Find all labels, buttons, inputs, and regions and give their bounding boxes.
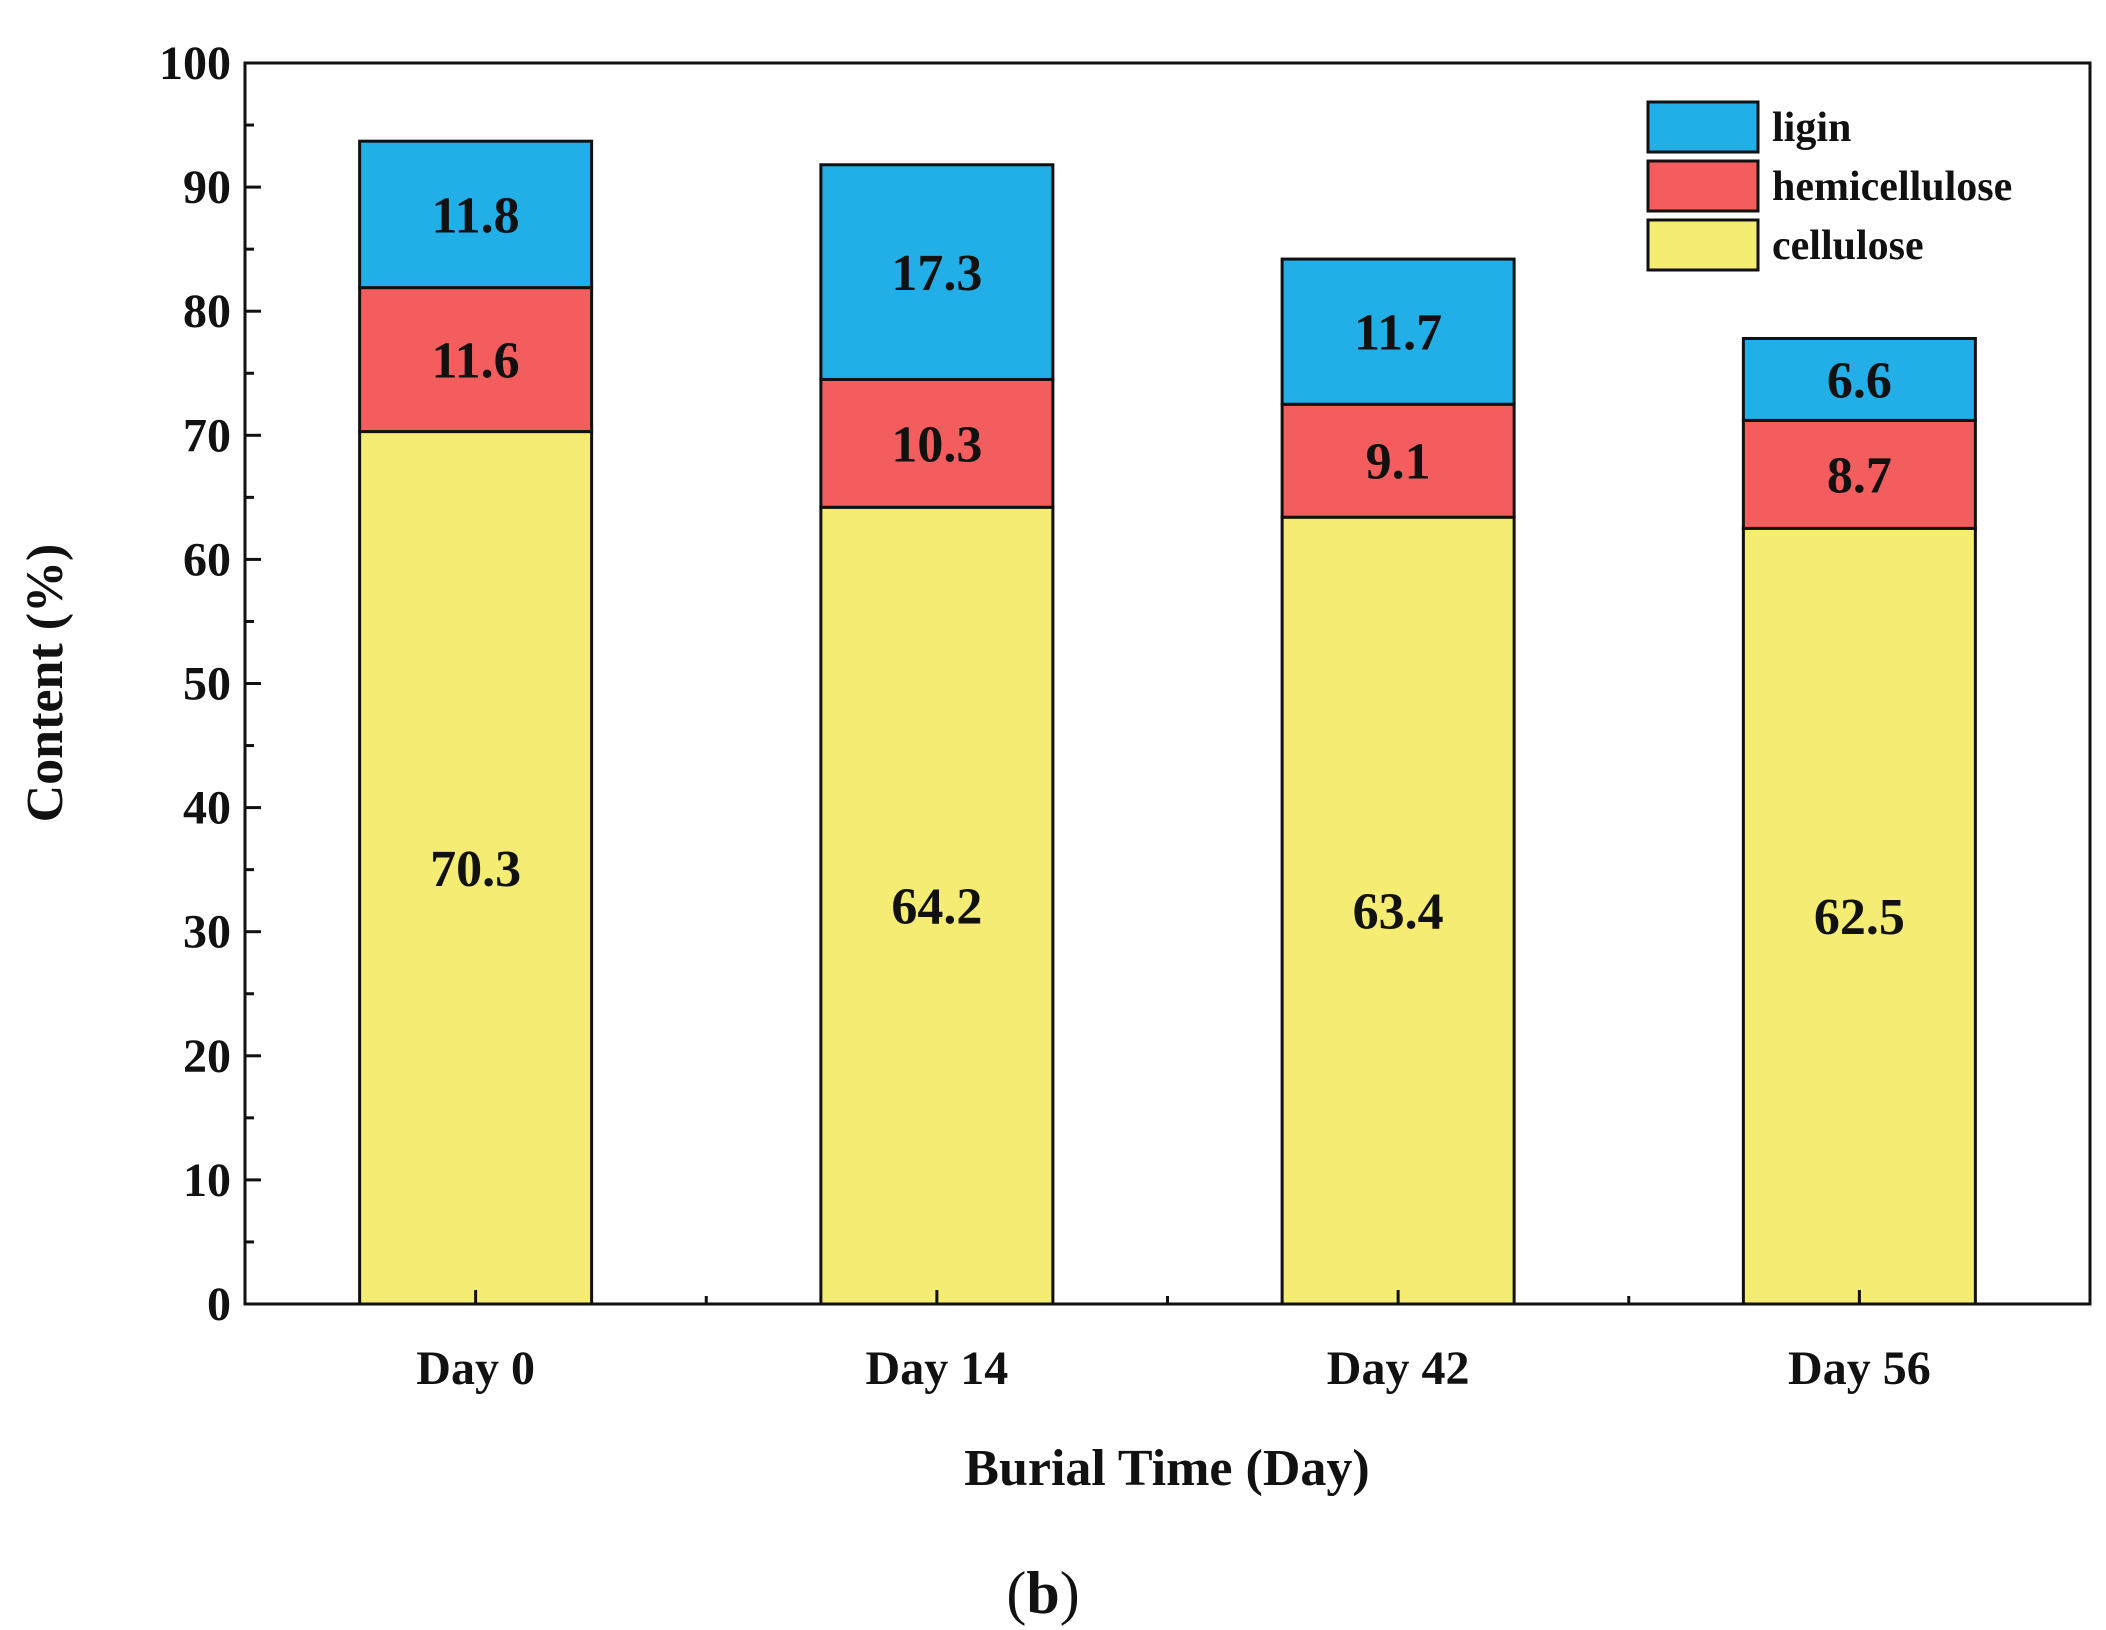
data-label-ligin: 11.7 — [1354, 305, 1442, 362]
data-label-ligin: 11.8 — [432, 187, 520, 244]
x-tick-label: Day 0 — [416, 1342, 535, 1395]
data-label-cellulose: 64.2 — [891, 879, 982, 936]
panel-label: (b) — [1006, 1560, 1079, 1626]
data-label-cellulose: 63.4 — [1353, 884, 1444, 941]
legend-label-cellulose: cellulose — [1772, 223, 1924, 269]
bar-cellulose-0 — [358, 430, 594, 1306]
ticks-layer: 0 10 20 30 40 50 60 70 80 90 100 Day 0 Day 14 Day 42 D… — [159, 37, 1931, 1395]
data-label-ligin: 6.6 — [1827, 352, 1892, 409]
legend-swatch-ligin — [1646, 100, 1760, 154]
y-tick-label: 40 — [183, 782, 231, 835]
panel-label-close: ) — [1060, 1560, 1080, 1626]
bar-ligin-3 — [1741, 337, 1977, 422]
y-tick-label: 90 — [183, 161, 231, 214]
bar-hemicellulose-2 — [1280, 402, 1516, 519]
bar-hemicellulose-1 — [819, 377, 1055, 509]
y-axis-title: Content (%) — [17, 544, 74, 823]
bar-ligin-2 — [1280, 257, 1516, 406]
y-tick-label: 20 — [183, 1030, 231, 1083]
data-label-hemicellulose: 10.3 — [891, 416, 982, 473]
data-label-cellulose: 62.5 — [1814, 889, 1905, 946]
legend-swatch-cellulose — [1646, 218, 1760, 272]
legend-label-hemicellulose: hemicellulose — [1772, 164, 2012, 210]
y-tick-label: 60 — [183, 533, 231, 586]
panel-label-letter: b — [1026, 1560, 1059, 1626]
bar-hemicellulose-0 — [358, 286, 594, 434]
data-label-cellulose: 70.3 — [430, 841, 521, 898]
bar-cellulose-1 — [819, 505, 1055, 1306]
data-label-hemicellulose: 9.1 — [1366, 434, 1431, 491]
y-tick-label: 50 — [183, 658, 231, 711]
y-tick-label: 100 — [159, 37, 231, 90]
data-label-hemicellulose: 8.7 — [1827, 447, 1892, 504]
y-tick-label: 80 — [183, 285, 231, 338]
legend-label-ligin: ligin — [1772, 105, 1851, 151]
legend: ligin hemicellulose cellulose — [1646, 100, 2012, 272]
y-tick-label: 70 — [183, 409, 231, 462]
bar-ligin-0 — [358, 139, 594, 290]
data-label-hemicellulose: 11.6 — [432, 333, 520, 390]
panel-label-open: ( — [1006, 1560, 1026, 1626]
legend-swatch-hemicellulose — [1646, 159, 1760, 213]
y-tick-label: 0 — [207, 1278, 231, 1331]
data-label-ligin: 17.3 — [891, 245, 982, 302]
y-tick-label: 30 — [183, 906, 231, 959]
bar-ligin-1 — [819, 163, 1055, 381]
bars-layer: 70.3 11.6 11.8 64.2 10.3 17.3 63.4 9.1 11.7 62.5 8… — [358, 139, 1977, 1306]
bar-cellulose-3 — [1741, 526, 1977, 1306]
x-tick-label: Day 14 — [866, 1342, 1009, 1395]
x-tick-label: Day 42 — [1327, 1342, 1470, 1395]
y-tick-label: 10 — [183, 1154, 231, 1207]
bar-hemicellulose-3 — [1741, 418, 1977, 530]
x-axis-title: Burial Time (Day) — [964, 1440, 1369, 1497]
x-tick-label: Day 56 — [1788, 1342, 1931, 1395]
plot-frame — [243, 61, 2092, 1306]
